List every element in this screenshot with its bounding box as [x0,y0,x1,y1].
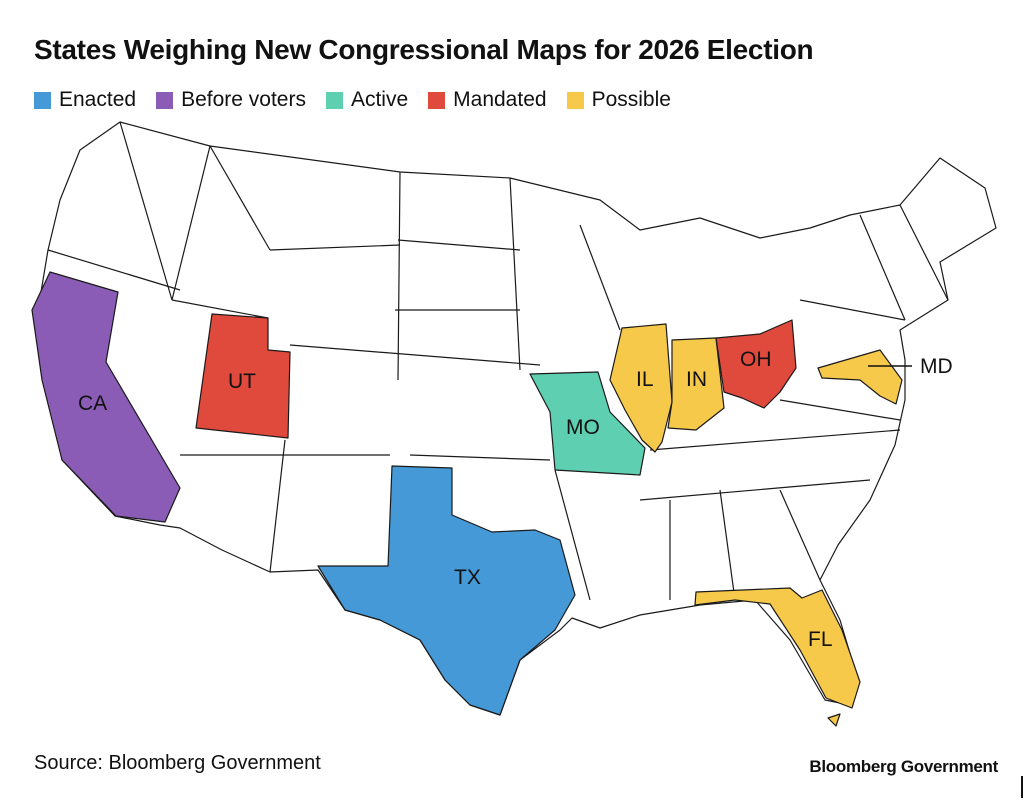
legend-item-mandated: Mandated [428,88,547,112]
legend-item-possible: Possible [566,88,671,112]
state-tx [317,465,576,716]
label-tx: TX [454,566,481,589]
brand-logo: Bloomberg Government [809,757,998,776]
state-borders [47,121,949,601]
state-md [817,349,903,405]
state-mo [529,371,646,476]
legend-label-possible: Possible [591,88,671,111]
label-oh: OH [740,348,772,371]
legend-label-enacted: Enacted [59,88,137,111]
legend-swatch-before-voters [156,91,174,109]
map-title: States Weighing New Congressional Maps f… [34,34,814,65]
legend-swatch-possible [566,91,584,109]
legend: Enacted Before voters Active Mandated Po… [34,88,691,112]
legend-swatch-mandated [428,91,446,109]
legend-item-before-voters: Before voters [156,88,306,112]
florida-keys [827,713,841,727]
text-cursor [1021,776,1023,798]
state-fl [694,587,861,709]
legend-label-active: Active [350,88,409,111]
legend-item-active: Active [325,88,409,112]
label-ut: UT [228,370,256,393]
legend-swatch-enacted [34,91,51,109]
legend-label-mandated: Mandated [453,88,547,111]
state-ca [31,271,181,523]
label-il: IL [636,368,654,391]
label-in: IN [686,368,707,391]
state-ut [195,313,291,439]
label-fl: FL [808,628,833,651]
label-mo: MO [566,416,600,439]
state-oh [715,319,797,409]
legend-swatch-active [325,91,343,109]
label-md: MD [920,355,953,378]
legend-label-before-voters: Before voters [181,88,306,111]
us-map: CA UT TX MO IL IN OH MD FL [31,121,997,727]
state-il [609,323,673,453]
source-note: Source: Bloomberg Government [34,752,321,774]
label-ca: CA [78,392,107,415]
legend-item-enacted: Enacted [34,88,136,112]
